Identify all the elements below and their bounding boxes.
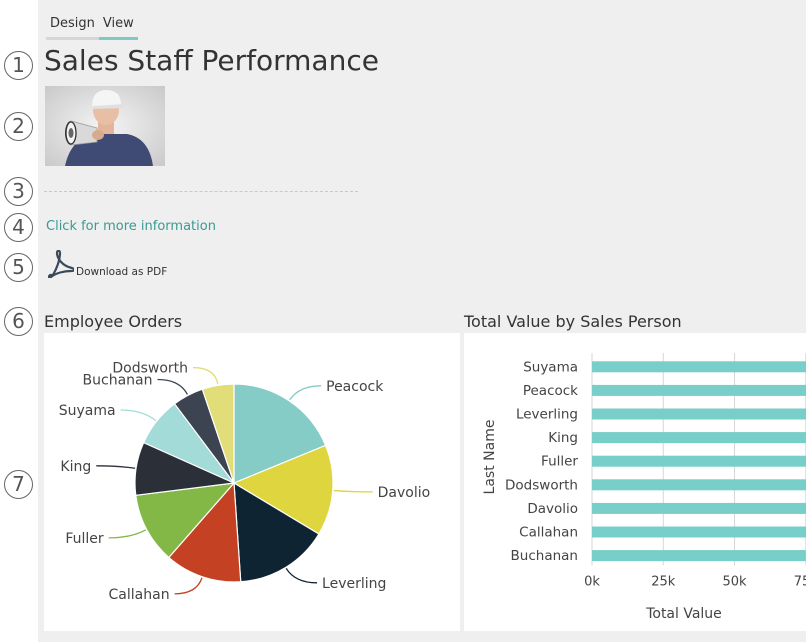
pie-leader-suyama (120, 409, 157, 422)
x-tick-label: 50k (722, 574, 747, 589)
report-canvas: Design View Sales Staff Performance Clic… (38, 0, 806, 642)
bar-peacock[interactable] (592, 384, 806, 396)
bar-buchanan[interactable] (592, 550, 806, 562)
section-marker-5: 5 (4, 253, 33, 282)
pie-leader-callahan (174, 577, 203, 595)
section-marker-1: 1 (4, 51, 33, 80)
pie-label-leverling: Leverling (322, 576, 386, 592)
employee-orders-pie-chart: Peacock Davolio Leverling Callahan Fuller Kin… (59, 361, 431, 603)
salesman-megaphone-image (45, 86, 165, 166)
pie-leader-dodsworth (193, 366, 219, 385)
y-tick-label-buchanan: Buchanan (511, 548, 578, 564)
total-value-chart-panel: 0k 25k 50k 75k Suyama Peacock Leverling King Ful… (464, 333, 806, 631)
bar-fuller[interactable] (592, 455, 806, 467)
y-tick-label-suyama: Suyama (523, 359, 578, 375)
pie-label-davolio: Davolio (378, 485, 431, 501)
pie-label-suyama: Suyama (59, 403, 116, 419)
pie-leader-buchanan (157, 378, 189, 395)
pie-slice-davolio[interactable] (232, 444, 334, 535)
section-marker-3: 3 (4, 177, 33, 206)
pie-leader-davolio (333, 489, 373, 493)
section-marker-gutter: 1 2 3 4 5 6 7 (0, 0, 38, 642)
y-tick-label-peacock: Peacock (523, 383, 578, 399)
x-tick-label: 75k (794, 574, 806, 589)
pdf-icon (48, 250, 74, 278)
y-tick-label-davolio: Davolio (527, 501, 578, 517)
y-tick-label-dodsworth: Dodsworth (505, 477, 578, 493)
y-tick-label-callahan: Callahan (519, 525, 578, 541)
pie-label-callahan: Callahan (109, 587, 170, 603)
bar-leverling[interactable] (592, 408, 806, 420)
download-pdf-label: Download as PDF (76, 266, 168, 278)
download-pdf-button[interactable]: Download as PDF (48, 250, 167, 278)
section-marker-7: 7 (4, 470, 33, 499)
pie-slice-fuller[interactable] (135, 482, 236, 559)
tab-design[interactable]: Design (46, 16, 99, 40)
y-tick-label-leverling: Leverling (516, 407, 578, 423)
total-value-title: Total Value by Sales Person (464, 312, 682, 331)
pie-label-dodsworth: Dodsworth (112, 361, 188, 377)
pie-label-king: King (60, 459, 91, 475)
more-information-link[interactable]: Click for more information (46, 219, 216, 234)
pie-leader-fuller (108, 529, 146, 539)
pie-label-fuller: Fuller (65, 531, 104, 547)
pie-slice-peacock[interactable] (233, 383, 327, 484)
y-tick-label-fuller: Fuller (541, 454, 578, 470)
total-value-bar-chart: 0k 25k 50k 75k Suyama Peacock Leverling King Ful… (482, 353, 806, 622)
pie-label-buchanan: Buchanan (83, 372, 153, 388)
section-marker-4: 4 (4, 213, 33, 242)
section-divider (44, 191, 358, 192)
employee-orders-title: Employee Orders (44, 312, 183, 331)
pie-slice-dodsworth[interactable] (201, 383, 235, 484)
bar-dodsworth[interactable] (592, 479, 806, 491)
pie-slice-leverling[interactable] (233, 481, 320, 583)
tab-view[interactable]: View (98, 16, 138, 40)
x-tick-label: 25k (651, 574, 676, 589)
bar-king[interactable] (592, 432, 806, 444)
pie-leader-king (96, 465, 136, 469)
page-title: Sales Staff Performance (44, 44, 379, 77)
x-axis-label: Total Value (645, 606, 722, 622)
y-tick-label-king: King (548, 430, 578, 446)
pie-leader-leverling (285, 567, 318, 584)
pie-leader-peacock (289, 385, 322, 401)
pie-slice-callahan[interactable] (167, 481, 242, 583)
bar-davolio[interactable] (592, 502, 806, 514)
x-tick-label: 0k (584, 574, 600, 589)
section-marker-2: 2 (4, 112, 33, 141)
employee-orders-chart-panel: Peacock Davolio Leverling Callahan Fuller Kin… (44, 333, 460, 631)
section-marker-6: 6 (4, 307, 33, 336)
pie-label-peacock: Peacock (326, 379, 384, 395)
bar-callahan[interactable] (592, 526, 806, 538)
y-axis-label: Last Name (482, 420, 498, 495)
bar-suyama[interactable] (592, 361, 806, 373)
mode-tabs: Design View (46, 16, 138, 40)
